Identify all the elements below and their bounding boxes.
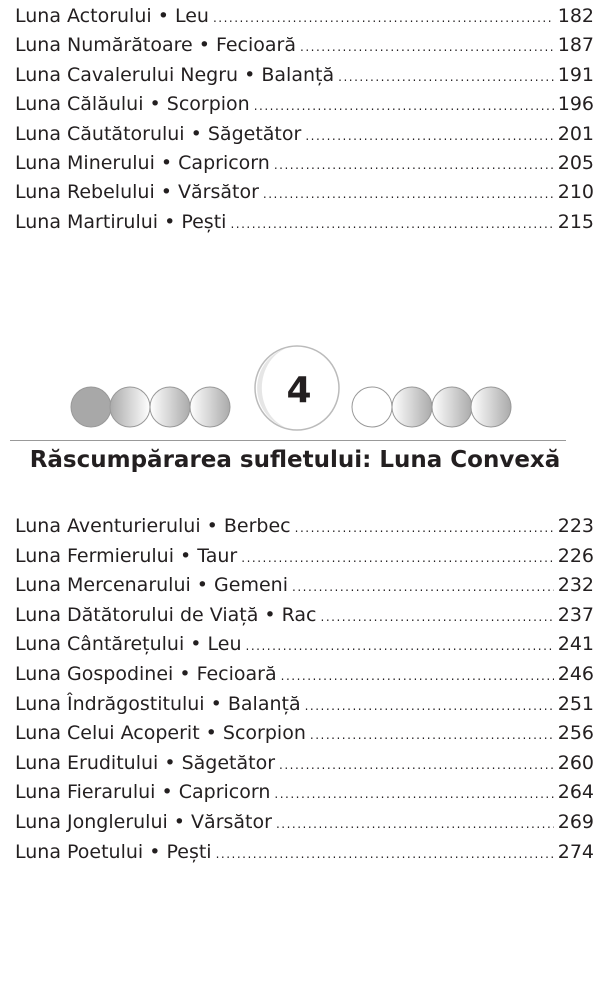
moon-phase-icon bbox=[431, 386, 473, 428]
moon-phase-icon bbox=[70, 386, 112, 428]
section-divider bbox=[10, 440, 566, 441]
entry-page-number: 269 bbox=[557, 810, 594, 833]
big-moon-icon bbox=[254, 345, 340, 431]
toc-list-bottom: Luna Aventurierului • Berbec 223 Luna Ferm… bbox=[15, 515, 594, 995]
entry-page-number: 223 bbox=[557, 515, 594, 537]
toc-entry[interactable]: Luna Dătătorului de Viață • Rac 237 bbox=[15, 604, 594, 634]
toc-entry[interactable]: Luna Gospodinei • Fecioară 246 bbox=[15, 663, 594, 693]
toc-entry[interactable]: Luna Celui Acoperit • Scorpion 256 bbox=[15, 722, 594, 752]
dot-leader bbox=[305, 699, 554, 713]
entry-title: Luna Dătătorului de Viață • Rac bbox=[15, 603, 317, 626]
dot-leader bbox=[295, 521, 554, 535]
dot-leader bbox=[254, 99, 554, 113]
entry-title: Luna Cântărețului • Leu bbox=[15, 633, 242, 656]
toc-entry[interactable]: Luna Fierarului • Capricorn 264 bbox=[15, 781, 594, 811]
dot-leader bbox=[263, 187, 554, 201]
dot-leader bbox=[300, 40, 554, 54]
entry-title: Luna Mercenarului • Gemeni bbox=[15, 574, 288, 597]
moon-phase-icon bbox=[351, 386, 393, 428]
entry-page-number: 246 bbox=[557, 662, 594, 685]
moon-phase-icon bbox=[149, 386, 191, 428]
dot-leader bbox=[292, 580, 554, 594]
dot-leader bbox=[310, 728, 554, 742]
entry-title: Luna Călăului • Scorpion bbox=[15, 93, 250, 116]
dot-leader bbox=[241, 551, 553, 565]
entry-title: Luna Căutătorului • Săgetător bbox=[15, 122, 302, 145]
entry-page-number: 182 bbox=[557, 5, 594, 27]
toc-entry[interactable]: Luna Cavalerului Negru • Balanță 191 bbox=[15, 64, 594, 93]
toc-entry[interactable]: Luna Eruditului • Săgetător 260 bbox=[15, 752, 594, 782]
toc-entry[interactable]: Luna Actorului • Leu 182 bbox=[15, 5, 594, 34]
moon-phase-icon bbox=[470, 386, 512, 428]
entry-page-number: 260 bbox=[557, 751, 594, 774]
toc-entry[interactable]: Luna Jonglerului • Vărsător 269 bbox=[15, 811, 594, 841]
entry-title: Luna Fermierului • Taur bbox=[15, 544, 238, 567]
toc-entry[interactable]: Luna Mercenarului • Gemeni 232 bbox=[15, 574, 594, 604]
dot-leader bbox=[246, 639, 554, 653]
entry-page-number: 215 bbox=[557, 210, 594, 233]
entry-page-number: 196 bbox=[557, 93, 594, 116]
dot-leader bbox=[279, 758, 554, 772]
dot-leader bbox=[338, 70, 554, 84]
toc-entry[interactable]: Luna Căutătorului • Săgetător 201 bbox=[15, 123, 594, 152]
entry-page-number: 210 bbox=[557, 181, 594, 204]
section-number: 4 bbox=[286, 370, 311, 411]
toc-entry[interactable]: Luna Numărătoare • Fecioară 187 bbox=[15, 34, 594, 63]
entry-title: Luna Actorului • Leu bbox=[15, 5, 209, 27]
entry-title: Luna Aventurierului • Berbec bbox=[15, 515, 291, 537]
entry-title: Luna Gospodinei • Fecioară bbox=[15, 662, 277, 685]
entry-page-number: 264 bbox=[557, 781, 594, 804]
toc-entry[interactable]: Luna Călăului • Scorpion 196 bbox=[15, 93, 594, 122]
entry-page-number: 205 bbox=[557, 151, 594, 174]
toc-entry[interactable]: Luna Martirului • Pești 215 bbox=[15, 211, 594, 240]
entry-page-number: 251 bbox=[557, 692, 594, 715]
entry-page-number: 232 bbox=[557, 574, 594, 597]
entry-title: Luna Rebelului • Vărsător bbox=[15, 181, 259, 204]
dot-leader bbox=[276, 817, 554, 831]
dot-leader bbox=[305, 129, 553, 143]
entry-title: Luna Martirului • Pești bbox=[15, 210, 227, 233]
toc-entry[interactable]: Luna Poetului • Pești 274 bbox=[15, 841, 594, 871]
toc-entry[interactable]: Luna Aventurierului • Berbec 223 bbox=[15, 515, 594, 545]
entry-title: Luna Cavalerului Negru • Balanță bbox=[15, 63, 335, 86]
entry-title: Luna Eruditului • Săgetător bbox=[15, 751, 276, 774]
dot-leader bbox=[213, 11, 554, 25]
entry-title: Luna Fierarului • Capricorn bbox=[15, 781, 271, 804]
moon-phases-graphic: 4 bbox=[70, 345, 512, 431]
entry-page-number: 226 bbox=[557, 544, 594, 567]
toc-entry[interactable]: Luna Rebelului • Vărsător 210 bbox=[15, 181, 594, 210]
moon-phase-icon bbox=[109, 386, 151, 428]
section-title: Răscumpărarea sufletului: Luna Convexă bbox=[29, 447, 561, 473]
dot-leader bbox=[281, 669, 554, 683]
dot-leader bbox=[274, 787, 553, 801]
toc-entry[interactable]: Luna Minerului • Capricorn 205 bbox=[15, 152, 594, 181]
entry-title: Luna Poetului • Pești bbox=[15, 840, 212, 863]
entry-page-number: 256 bbox=[557, 722, 594, 745]
entry-title: Luna Minerului • Capricorn bbox=[15, 151, 270, 174]
dot-leader bbox=[216, 847, 554, 861]
toc-entry[interactable]: Luna Fermierului • Taur 226 bbox=[15, 545, 594, 575]
entry-title: Luna Numărătoare • Fecioară bbox=[15, 34, 296, 57]
toc-entry[interactable]: Luna Cântărețului • Leu 241 bbox=[15, 633, 594, 663]
toc-entry[interactable]: Luna Îndrăgostitului • Balanță 251 bbox=[15, 693, 594, 723]
entry-page-number: 237 bbox=[557, 603, 594, 626]
dot-leader bbox=[274, 158, 554, 172]
moon-phase-icon bbox=[189, 386, 231, 428]
entry-page-number: 241 bbox=[557, 633, 594, 656]
dot-leader bbox=[321, 610, 554, 624]
toc-list-top: Luna Actorului • Leu 182 Luna Numărătoare … bbox=[15, 5, 594, 240]
entry-page-number: 191 bbox=[557, 63, 594, 86]
moon-phase-icon bbox=[391, 386, 433, 428]
entry-page-number: 274 bbox=[557, 840, 594, 863]
entry-page-number: 187 bbox=[557, 34, 594, 57]
entry-title: Luna Jonglerului • Vărsător bbox=[15, 810, 272, 833]
entry-title: Luna Îndrăgostitului • Balanță bbox=[15, 692, 301, 715]
dot-leader bbox=[230, 217, 553, 231]
entry-title: Luna Celui Acoperit • Scorpion bbox=[15, 722, 306, 745]
entry-page-number: 201 bbox=[557, 122, 594, 145]
